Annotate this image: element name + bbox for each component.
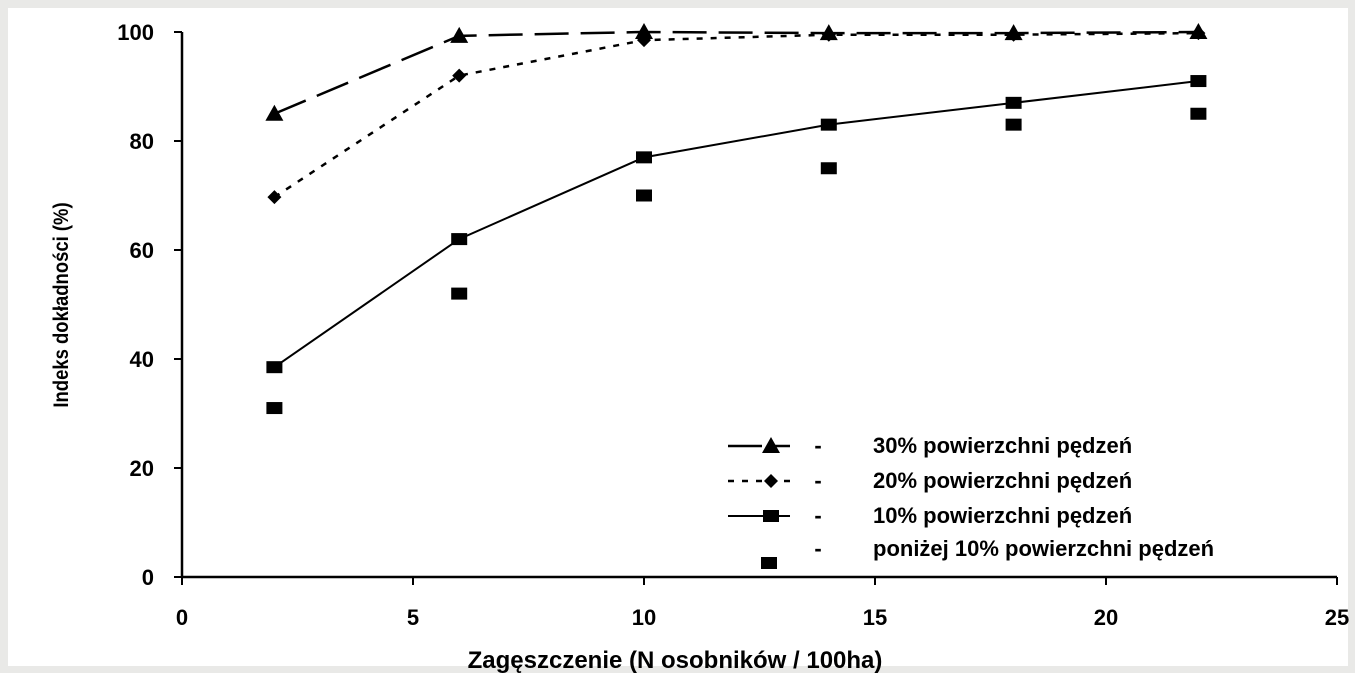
series-3-point-5 — [1190, 107, 1207, 120]
series-3 — [266, 107, 1207, 415]
series-3-point-4 — [1005, 118, 1022, 131]
x-tick-label-5: 25 — [1325, 605, 1349, 630]
legend-label-1: 20% powierzchni pędzeń — [873, 468, 1132, 493]
y-tick-label-5: 100 — [117, 20, 154, 45]
series-1-point-0 — [267, 190, 282, 205]
series-0-point-2 — [635, 23, 653, 39]
legend-separator-3: - — [814, 536, 821, 561]
series-1 — [267, 26, 1206, 205]
y-tick-label-3: 60 — [130, 238, 154, 263]
series-2-point-2 — [636, 151, 652, 164]
legend-marker-0 — [762, 437, 780, 453]
x-tick-label-4: 20 — [1094, 605, 1118, 630]
x-tick-label-3: 15 — [863, 605, 887, 630]
legend-label-0: 30% powierzchni pędzeń — [873, 433, 1132, 458]
legend: - 30% powierzchni pędzeń - 20% powierzchni … — [728, 433, 1214, 569]
y-tick-label-0: 0 — [142, 565, 154, 590]
x-tick-label-1: 5 — [407, 605, 419, 630]
series-3-point-0 — [266, 402, 283, 415]
series-3-point-3 — [820, 162, 837, 175]
series-3-point-1 — [451, 287, 468, 300]
legend-separator-2: - — [814, 503, 821, 528]
x-axis-title: Zagęszczenie (N osobników / 100ha) — [468, 647, 883, 673]
series-2 — [266, 75, 1207, 374]
series-2-point-3 — [820, 118, 837, 131]
y-tick-label-2: 40 — [130, 347, 154, 372]
series-0-point-1 — [450, 26, 469, 43]
legend-marker-2 — [763, 510, 779, 522]
chart-background — [8, 8, 1348, 666]
series-1-point-4 — [1006, 27, 1021, 42]
x-tick-label-0: 0 — [176, 605, 188, 630]
series-3-point-2 — [636, 189, 652, 202]
series-2-point-5 — [1190, 75, 1207, 88]
y-axis-title: Indeks dokładności (%) — [50, 202, 73, 407]
series-0-point-0 — [265, 104, 284, 121]
series-0-line — [273, 30, 1199, 115]
y-tick-label-1: 20 — [130, 456, 154, 481]
legend-marker-1 — [764, 474, 778, 488]
axes: 0 5 10 15 20 25 0 20 40 60 80 100 — [117, 20, 1349, 630]
series-1-line — [273, 31, 1199, 199]
series-1-point-5 — [1191, 26, 1206, 41]
legend-label-2: 10% powierzchni pędzeń — [873, 503, 1132, 528]
legend-separator-0: - — [814, 433, 821, 458]
series-2-point-0 — [266, 361, 283, 374]
y-tick-label-4: 80 — [130, 129, 154, 154]
series-1-point-3 — [821, 27, 836, 42]
legend-label-3: poniżej 10% powierzchni pędzeń — [873, 536, 1214, 561]
series-1-point-1 — [452, 68, 467, 83]
legend-marker-3 — [761, 557, 777, 569]
series-2-line — [273, 80, 1199, 368]
series-layer — [265, 23, 1208, 415]
series-2-point-1 — [451, 233, 468, 246]
series-0 — [265, 23, 1208, 121]
legend-separator-1: - — [814, 468, 821, 493]
x-tick-label-2: 10 — [632, 605, 656, 630]
series-1-point-2 — [637, 33, 651, 48]
series-2-point-4 — [1005, 96, 1022, 109]
